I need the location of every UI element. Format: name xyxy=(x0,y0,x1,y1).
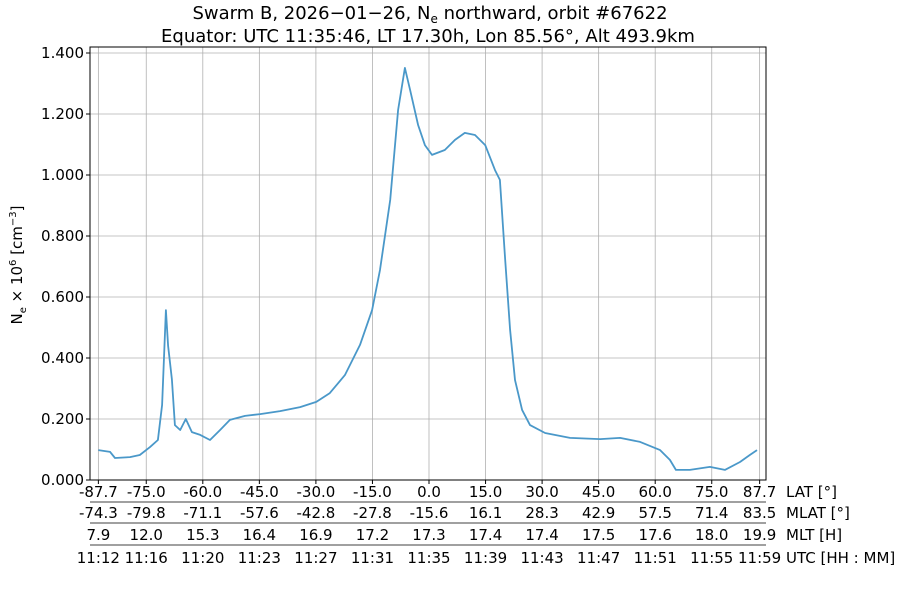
y-tick-label: 0.600 xyxy=(41,288,84,306)
x-tick-label: -71.1 xyxy=(183,504,222,522)
x-tick-label: 11:43 xyxy=(520,549,563,567)
x-axes: -87.7 -75.0 -60.0 -45.0 -30.0 -15.0 0.0 15.0 30.… xyxy=(77,480,895,567)
x-tick-label: 17.2 xyxy=(356,526,389,544)
x-tick-label: -60.0 xyxy=(183,483,222,501)
x-tick-label: 17.4 xyxy=(469,526,502,544)
x-tick-label: 11:23 xyxy=(238,549,281,567)
x-tick-label: 11:59 xyxy=(738,549,781,567)
x-tick-label: 71.4 xyxy=(695,504,728,522)
x-tick-label: 17.4 xyxy=(525,526,558,544)
y-ticks: 0.000 0.200 0.400 0.600 0.800 1.000 1.200 1.400 xyxy=(41,44,90,489)
x-tick-label: 11:27 xyxy=(294,549,337,567)
plot-frame xyxy=(89,46,767,481)
y-axis-label: Ne × 106 [cm−3] xyxy=(8,205,29,324)
x-tick-label: 11:20 xyxy=(181,549,224,567)
x-tick-label: 12.0 xyxy=(130,526,163,544)
x-tick-label: -30.0 xyxy=(296,483,335,501)
x-tick-label: -57.6 xyxy=(240,504,279,522)
x-axis-label: UTC [HH : MM] xyxy=(786,549,895,567)
x-axis-label: MLT [H] xyxy=(786,526,842,544)
x-tick-label: 75.0 xyxy=(695,483,728,501)
x-tick-label: 16.4 xyxy=(243,526,276,544)
x-tick-label: 11:35 xyxy=(407,549,450,567)
x-tick-label: -45.0 xyxy=(240,483,279,501)
x-axis-label: MLAT [°] xyxy=(786,504,850,522)
grid xyxy=(90,47,766,481)
x-tick-label: -27.8 xyxy=(353,504,392,522)
y-tick-label: 1.200 xyxy=(41,105,84,123)
series-line xyxy=(98,67,758,471)
x-tick-label: 87.7 xyxy=(743,483,776,501)
x-tick-label: -15.0 xyxy=(353,483,392,501)
x-tick-label: 16.9 xyxy=(299,526,332,544)
x-tick-label: -79.8 xyxy=(127,504,166,522)
chart-title-line1: Swarm B, 2026−01−26, Ne northward, orbit… xyxy=(192,3,667,26)
y-tick-label: 0.800 xyxy=(41,227,84,245)
x-tick-label: 17.3 xyxy=(412,526,445,544)
x-tick-label: -87.7 xyxy=(79,483,118,501)
x-tick-label: 11:51 xyxy=(634,549,677,567)
x-tick-label: 15.3 xyxy=(186,526,219,544)
x-tick-label: -75.0 xyxy=(127,483,166,501)
x-tick-label: 17.5 xyxy=(582,526,615,544)
chart-title-line2: Equator: UTC 11:35:46, LT 17.30h, Lon 85… xyxy=(161,26,695,47)
y-tick-label: 0.200 xyxy=(41,410,84,428)
x-tick-label: 18.0 xyxy=(695,526,728,544)
x-tick-label: 7.9 xyxy=(86,526,110,544)
y-tick-label: 1.000 xyxy=(41,166,84,184)
x-tick-label: 11:16 xyxy=(125,549,168,567)
x-tick-label: 83.5 xyxy=(743,504,776,522)
x-axis-label: LAT [°] xyxy=(786,483,837,501)
y-tick-label: 1.400 xyxy=(41,44,84,62)
x-tick-label: 19.9 xyxy=(743,526,776,544)
x-tick-label: 11:55 xyxy=(690,549,733,567)
y-tick-label: 0.400 xyxy=(41,349,84,367)
x-tick-label: 11:31 xyxy=(351,549,394,567)
x-tick-label: 30.0 xyxy=(525,483,558,501)
x-tick-label: 28.3 xyxy=(525,504,558,522)
x-tick-label: -42.8 xyxy=(296,504,335,522)
x-tick-label: 11:47 xyxy=(577,549,620,567)
x-tick-label: -74.3 xyxy=(79,504,118,522)
x-tick-label: 11:39 xyxy=(464,549,507,567)
x-tick-label: 57.5 xyxy=(638,504,671,522)
x-tick-label: 15.0 xyxy=(469,483,502,501)
x-tick-label: 16.1 xyxy=(469,504,502,522)
x-tick-label: 45.0 xyxy=(582,483,615,501)
x-tick-label: 42.9 xyxy=(582,504,615,522)
y-tick-label: 0.000 xyxy=(41,471,84,489)
x-tick-label: 60.0 xyxy=(638,483,671,501)
x-tick-label: 11:12 xyxy=(77,549,120,567)
x-tick-label: 0.0 xyxy=(417,483,441,501)
x-tick-label: 17.6 xyxy=(638,526,671,544)
x-tick-label: -15.6 xyxy=(410,504,449,522)
